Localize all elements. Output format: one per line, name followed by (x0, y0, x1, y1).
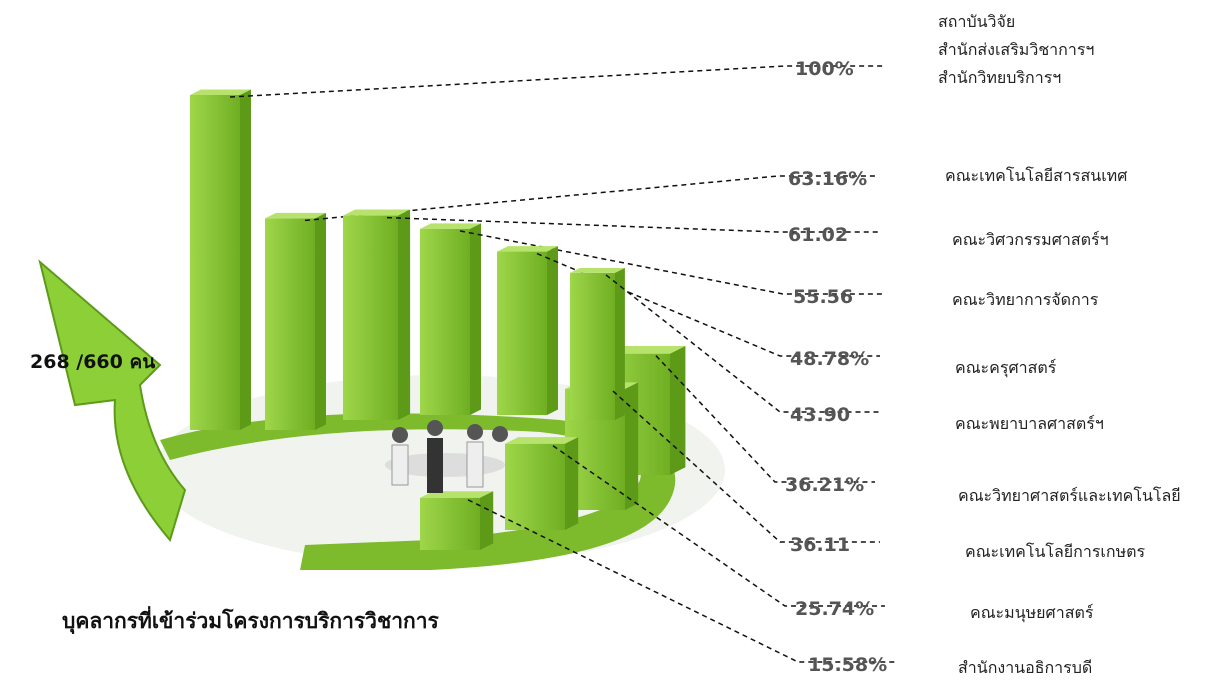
category-label: สถาบันวิจัย สำนักส่งเสริมวิชาการฯ สำนักว… (938, 12, 1095, 87)
bar-top (420, 223, 481, 229)
category-label: คณะวิศวกรรมศาสตร์ฯ (952, 230, 1109, 249)
leader-line (536, 252, 880, 357)
category-label: คณะพยาบาลศาสตร์ฯ (955, 414, 1104, 433)
value-label: 100% (795, 58, 854, 80)
bar-side (315, 212, 326, 430)
leader-line (605, 274, 880, 413)
bar (190, 95, 240, 430)
bar-side (470, 223, 481, 415)
category-label: คณะเทคโนโลยีการเกษตร (965, 542, 1146, 561)
leader-line (229, 65, 885, 98)
value-label: 61.02 (788, 224, 849, 246)
bar (420, 228, 470, 415)
value-label: 63.16% (788, 168, 868, 190)
ring (160, 413, 676, 570)
bar-side (547, 246, 558, 415)
bar-top (505, 437, 579, 444)
value-label: 55.56 (793, 286, 854, 308)
people (385, 420, 508, 493)
value-label: 36.11 (790, 534, 851, 556)
value-label: 48.78% (790, 348, 870, 370)
category-label: สำนักงานอธิการบดี (958, 658, 1093, 677)
bar-top (570, 267, 625, 273)
value-label: 36.21% (785, 474, 865, 496)
category-label: คณะเทคโนโลยีสารสนเทศ (945, 166, 1128, 185)
leader-line (304, 175, 878, 222)
bar (497, 251, 547, 415)
bar-side (565, 437, 579, 530)
chart-title: บุคลากรที่เข้าร่วมโครงการบริการวิชาการ (62, 605, 440, 635)
category-label: คณะครุศาสตร์ (955, 358, 1057, 377)
bar-side (240, 89, 251, 430)
leader-line (467, 499, 898, 663)
bar (505, 443, 565, 530)
bar-top (190, 89, 251, 95)
bar (343, 215, 398, 420)
bar (570, 272, 615, 420)
category-label: คณะมนุษยศาสตร์ (970, 603, 1094, 622)
bar-side (625, 382, 639, 510)
bar-side (615, 267, 625, 420)
value-label: 25.74% (795, 598, 875, 620)
bar-top (343, 209, 411, 216)
annotation: 268 /660 คน (30, 351, 155, 373)
arrow (38, 259, 187, 543)
value-label: 15.58% (808, 654, 888, 676)
bar (265, 218, 315, 430)
category-label: คณะวิทยาการจัดการ (952, 290, 1099, 309)
leader-line (386, 216, 878, 233)
bar-side (670, 345, 686, 475)
leader-line (655, 355, 875, 483)
leader-line (612, 390, 880, 543)
leader-line (552, 445, 885, 607)
bar-side (480, 491, 494, 550)
category-label: คณะวิทยาศาสตร์และเทคโนโลยี (958, 486, 1181, 505)
bar-top (265, 212, 326, 219)
bar (420, 497, 480, 550)
bar-top (497, 246, 558, 252)
bar-side (398, 209, 411, 420)
leader-line (459, 230, 883, 295)
value-label: 43.90 (790, 404, 851, 426)
